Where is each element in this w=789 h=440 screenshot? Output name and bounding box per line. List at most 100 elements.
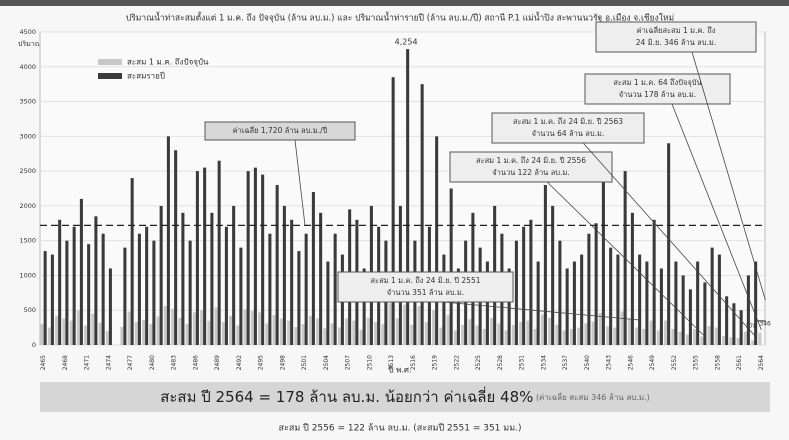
bar bbox=[127, 311, 131, 345]
x-tick-label: 2477 bbox=[127, 355, 134, 370]
callout-text: จำนวน 351 ล้าน ลบ.ม. bbox=[387, 288, 465, 297]
top-border bbox=[0, 0, 789, 6]
x-tick-label: 2558 bbox=[714, 355, 721, 370]
summary-note: (ค่าเฉลี่ย สะสม 346 ล้าน ลบ.ม.) bbox=[536, 391, 650, 402]
bar bbox=[236, 325, 240, 345]
bar bbox=[69, 320, 73, 345]
bar bbox=[258, 312, 262, 345]
bar bbox=[703, 282, 707, 345]
x-tick-label: 2516 bbox=[410, 355, 417, 370]
callout-box bbox=[491, 112, 645, 144]
bar bbox=[468, 319, 472, 345]
current-label: 178 bbox=[745, 323, 757, 330]
bar bbox=[522, 226, 526, 345]
bar bbox=[696, 261, 700, 345]
bar bbox=[55, 315, 59, 345]
bar bbox=[279, 318, 283, 345]
chart-title: ปริมาณน้ำท่าสะสมตั้งแต่ 1 ม.ค. ถึง ปัจจุ… bbox=[126, 12, 674, 24]
bar bbox=[221, 322, 225, 345]
bar bbox=[758, 332, 762, 345]
x-tick-label: 2555 bbox=[693, 355, 700, 370]
bar bbox=[203, 167, 207, 345]
bar bbox=[47, 327, 51, 345]
bar bbox=[261, 174, 265, 345]
bar bbox=[504, 330, 508, 345]
bar bbox=[366, 317, 370, 345]
bar bbox=[736, 338, 740, 345]
y-tick-label: 1500 bbox=[19, 237, 36, 245]
bar bbox=[453, 330, 457, 345]
bar bbox=[754, 261, 758, 345]
bar bbox=[707, 326, 711, 345]
bar bbox=[565, 268, 569, 345]
y-tick-label: 2000 bbox=[19, 202, 36, 210]
bar bbox=[163, 306, 167, 345]
y-tick-label: 1000 bbox=[19, 271, 36, 279]
callout-box bbox=[595, 21, 757, 53]
bar bbox=[337, 327, 341, 345]
x-tick-label: 2513 bbox=[388, 355, 395, 370]
bar bbox=[406, 49, 410, 346]
x-tick-label: 2561 bbox=[736, 355, 743, 370]
bar bbox=[94, 216, 98, 345]
bar bbox=[555, 324, 559, 345]
callout-leader bbox=[671, 103, 762, 331]
bar bbox=[362, 268, 366, 345]
bar bbox=[395, 318, 399, 345]
x-tick-label: 2507 bbox=[345, 355, 352, 370]
x-tick-label: 2483 bbox=[171, 355, 178, 370]
bar bbox=[352, 320, 356, 345]
bar bbox=[84, 325, 88, 345]
bar bbox=[681, 275, 685, 345]
bar bbox=[536, 261, 540, 345]
callout-text: สะสม 1 ม.ค. ถึง 24 มิ.ย. ปี 2556 bbox=[476, 156, 586, 165]
bar bbox=[616, 254, 620, 345]
bar bbox=[714, 327, 718, 345]
bar bbox=[388, 303, 392, 345]
bar bbox=[301, 324, 305, 345]
bar bbox=[159, 205, 163, 345]
bar bbox=[316, 318, 320, 345]
x-tick-label: 2534 bbox=[540, 355, 547, 370]
bar bbox=[439, 327, 443, 345]
bar bbox=[308, 315, 312, 345]
bar bbox=[282, 205, 286, 345]
bar bbox=[449, 188, 453, 345]
x-tick-label: 2465 bbox=[40, 355, 47, 370]
bar bbox=[62, 318, 66, 345]
x-tick-label: 2474 bbox=[105, 355, 112, 370]
bar bbox=[722, 335, 726, 345]
bar bbox=[456, 268, 460, 345]
bar bbox=[130, 178, 134, 345]
x-tick-label: 2501 bbox=[301, 355, 308, 370]
legend-swatch bbox=[98, 73, 122, 79]
bar bbox=[577, 327, 581, 345]
bar bbox=[540, 314, 544, 345]
bar bbox=[76, 310, 80, 345]
callout-text: จำนวน 122 ล้าน ลบ.ม. bbox=[492, 168, 570, 177]
callout-text: ค่าเฉลี่ยสะสม 1 ม.ค. ถึง bbox=[637, 25, 716, 35]
bar bbox=[562, 330, 566, 345]
callout-text: สะสม 1 ม.ค. ถึง 24 มิ.ย. ปี 2563 bbox=[513, 117, 623, 126]
bar bbox=[43, 251, 47, 345]
x-tick-label: 2531 bbox=[519, 355, 526, 370]
bar bbox=[174, 150, 178, 345]
callout-text: สะสม 1 ม.ค. 64 ถึงปัจจุบัน bbox=[613, 78, 701, 87]
bar bbox=[507, 268, 511, 345]
x-tick-label: 2492 bbox=[236, 355, 243, 370]
y-tick-label: 4500 bbox=[19, 28, 36, 36]
bar bbox=[345, 318, 349, 345]
bar bbox=[710, 247, 714, 345]
bar bbox=[446, 315, 450, 345]
bar bbox=[65, 240, 69, 345]
bar bbox=[700, 336, 704, 345]
bar bbox=[693, 329, 697, 345]
bar bbox=[569, 329, 573, 345]
bar bbox=[729, 337, 733, 345]
bar bbox=[606, 326, 610, 345]
bar bbox=[620, 311, 624, 345]
bar bbox=[594, 223, 598, 345]
bar bbox=[250, 310, 254, 345]
bar bbox=[108, 268, 112, 345]
bar bbox=[123, 247, 127, 345]
